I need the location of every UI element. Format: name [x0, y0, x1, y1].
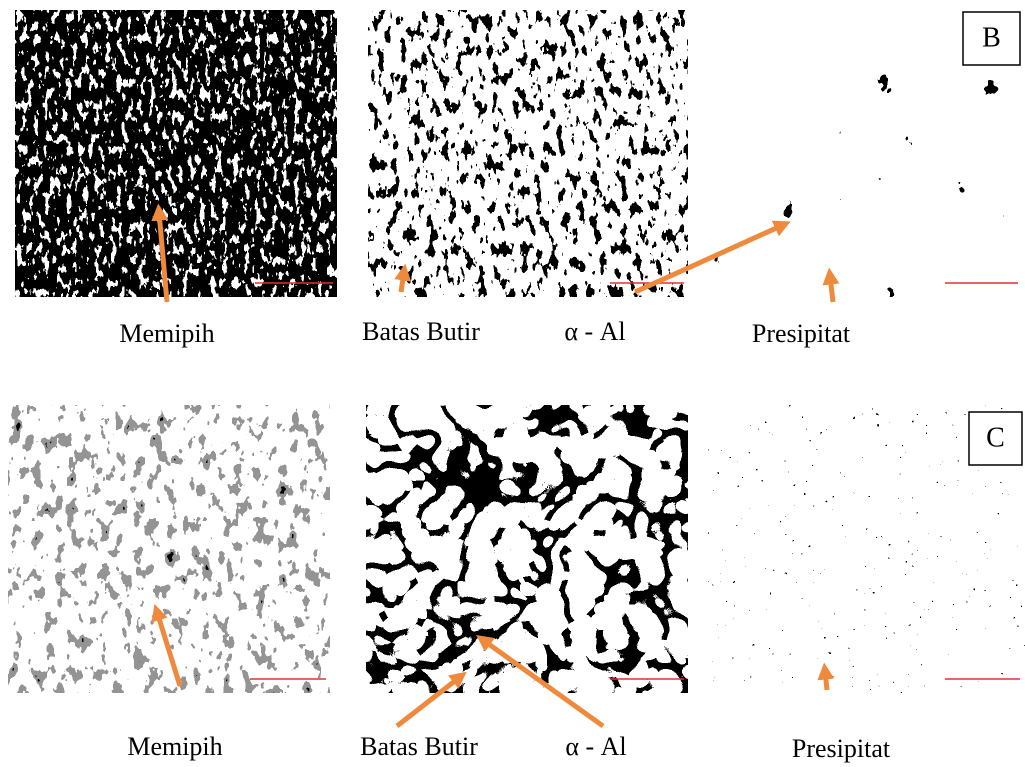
- panel-tag: B: [982, 22, 1001, 53]
- micrograph: [15, 10, 337, 297]
- label: α - Al: [564, 317, 625, 346]
- label: Memipih: [119, 319, 214, 348]
- label: Memipih: [127, 732, 222, 761]
- figure: B C Memipih Batas Butir α - Al Presipita…: [0, 0, 1025, 767]
- label: Batas Butir: [362, 317, 480, 346]
- micrograph: [368, 10, 688, 297]
- micrograph: [366, 405, 688, 693]
- label: α - Al: [565, 732, 626, 761]
- label: Presipitat: [792, 734, 891, 763]
- panel-tag: C: [986, 422, 1005, 453]
- label: Presipitat: [752, 319, 851, 348]
- label: Batas Butir: [360, 732, 478, 761]
